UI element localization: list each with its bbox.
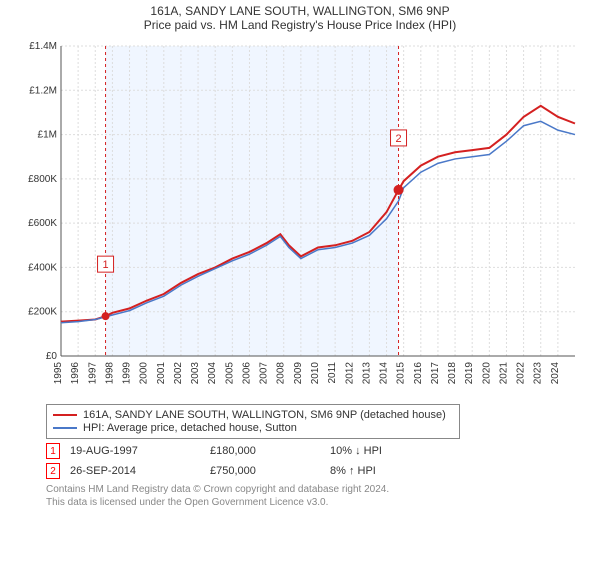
legend-label: HPI: Average price, detached house, Sutt… <box>83 422 297 434</box>
sales-row: 2 26-SEP-2014 £750,000 8% ↑ HPI <box>46 463 585 479</box>
chart-subtitle: Price paid vs. HM Land Registry's House … <box>0 18 600 32</box>
svg-text:£200K: £200K <box>28 307 57 318</box>
price-chart: £0 £200K £400K £600K £800K £1M £1.2M £1.4M 1995 1… <box>15 36 585 396</box>
svg-text:1998: 1998 <box>104 362 115 385</box>
svg-text:2: 2 <box>395 133 401 145</box>
legend-item: HPI: Average price, detached house, Sutt… <box>53 422 453 434</box>
svg-text:2003: 2003 <box>190 362 201 385</box>
svg-text:2015: 2015 <box>396 362 407 385</box>
svg-text:£400K: £400K <box>28 262 57 273</box>
sale-date: 26-SEP-2014 <box>70 465 180 477</box>
sale-marker-box: 2 <box>46 463 60 479</box>
svg-text:2021: 2021 <box>498 362 509 385</box>
svg-text:2000: 2000 <box>139 362 150 385</box>
sale-delta: 10% ↓ HPI <box>330 445 430 457</box>
svg-text:2001: 2001 <box>156 362 167 385</box>
svg-text:2023: 2023 <box>533 362 544 385</box>
svg-text:2019: 2019 <box>464 362 475 385</box>
sale-delta: 8% ↑ HPI <box>330 465 430 477</box>
legend-item: 161A, SANDY LANE SOUTH, WALLINGTON, SM6 … <box>53 409 453 421</box>
svg-text:2014: 2014 <box>379 362 390 385</box>
svg-text:2005: 2005 <box>224 362 235 385</box>
svg-text:2007: 2007 <box>259 362 270 385</box>
legend-swatch <box>53 414 77 416</box>
svg-text:2024: 2024 <box>550 362 561 385</box>
svg-text:£800K: £800K <box>28 174 57 185</box>
svg-text:2011: 2011 <box>327 362 338 384</box>
svg-text:2018: 2018 <box>447 362 458 385</box>
sale-price: £180,000 <box>210 445 300 457</box>
svg-text:1996: 1996 <box>70 362 81 385</box>
sale-dot-2 <box>394 185 404 195</box>
chart-title: 161A, SANDY LANE SOUTH, WALLINGTON, SM6 … <box>0 4 600 18</box>
attribution-line1: Contains HM Land Registry data © Crown c… <box>46 483 585 496</box>
svg-text:2002: 2002 <box>173 362 184 385</box>
svg-text:2017: 2017 <box>430 362 441 385</box>
sale-dot-1 <box>102 312 110 320</box>
svg-text:2013: 2013 <box>361 362 372 385</box>
svg-text:£0: £0 <box>46 351 58 362</box>
legend: 161A, SANDY LANE SOUTH, WALLINGTON, SM6 … <box>46 404 460 439</box>
attribution: Contains HM Land Registry data © Crown c… <box>46 483 585 509</box>
chart-area: £0 £200K £400K £600K £800K £1M £1.2M £1.4M 1995 1… <box>15 36 585 396</box>
svg-text:2016: 2016 <box>413 362 424 385</box>
chart-container: 161A, SANDY LANE SOUTH, WALLINGTON, SM6 … <box>0 4 600 564</box>
sale-price: £750,000 <box>210 465 300 477</box>
svg-text:2022: 2022 <box>516 362 527 385</box>
sale-marker-box: 1 <box>46 443 60 459</box>
svg-text:1997: 1997 <box>87 362 98 385</box>
svg-text:£1M: £1M <box>38 130 57 141</box>
legend-label: 161A, SANDY LANE SOUTH, WALLINGTON, SM6 … <box>83 409 446 421</box>
legend-swatch <box>53 427 77 429</box>
svg-text:2020: 2020 <box>481 362 492 385</box>
svg-text:1999: 1999 <box>122 362 133 385</box>
svg-text:2004: 2004 <box>207 362 218 385</box>
attribution-line2: This data is licensed under the Open Gov… <box>46 496 585 509</box>
svg-text:2012: 2012 <box>344 362 355 385</box>
svg-text:£600K: £600K <box>28 218 57 229</box>
svg-text:£1.2M: £1.2M <box>29 85 57 96</box>
svg-text:2008: 2008 <box>276 362 287 385</box>
svg-text:£1.4M: £1.4M <box>29 41 57 52</box>
svg-text:2009: 2009 <box>293 362 304 385</box>
svg-text:2010: 2010 <box>310 362 321 385</box>
sale-date: 19-AUG-1997 <box>70 445 180 457</box>
svg-text:1995: 1995 <box>53 362 64 385</box>
sales-table: 1 19-AUG-1997 £180,000 10% ↓ HPI 2 26-SEP-201… <box>46 443 585 479</box>
svg-text:1: 1 <box>102 259 108 271</box>
sales-row: 1 19-AUG-1997 £180,000 10% ↓ HPI <box>46 443 585 459</box>
svg-text:2006: 2006 <box>241 362 252 385</box>
